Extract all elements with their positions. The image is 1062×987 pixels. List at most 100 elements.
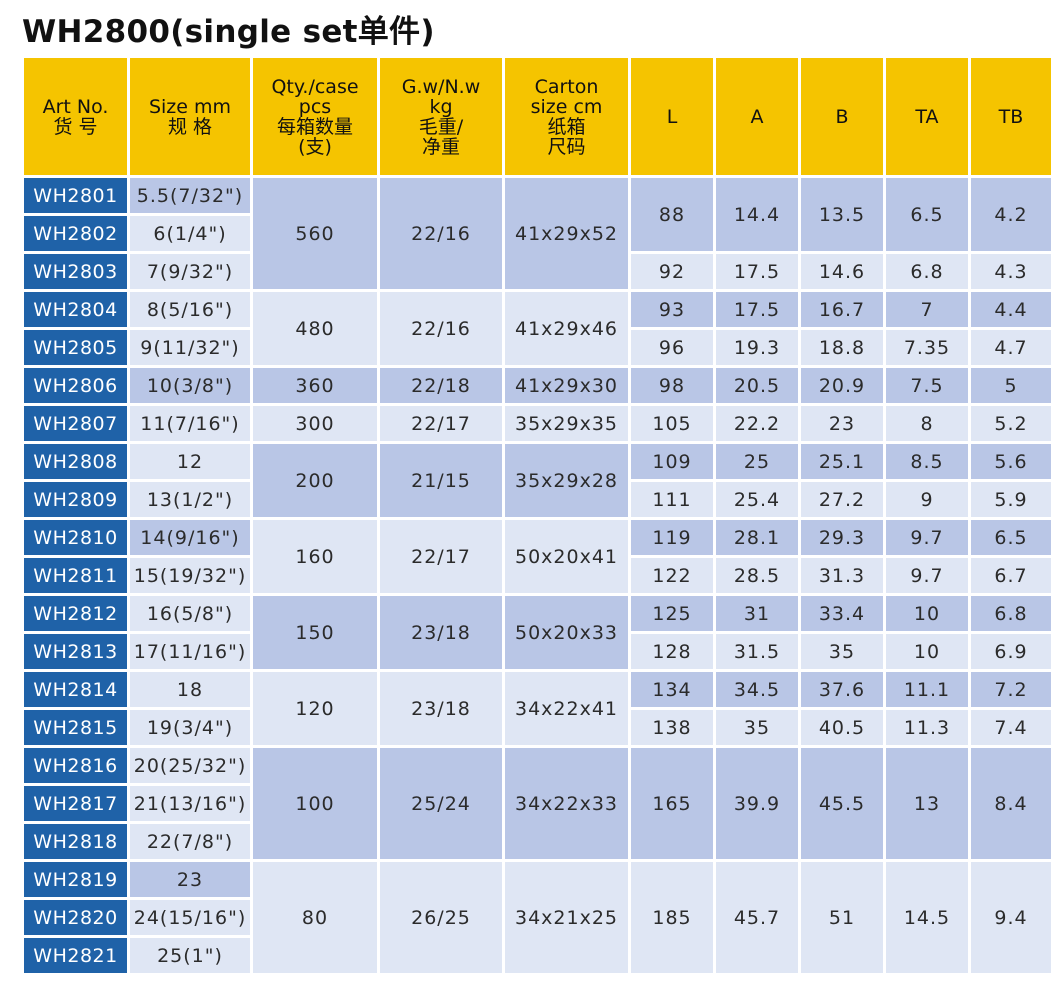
dim-tb-cell: 6.8 [971,596,1051,631]
weight-cell: 22/16 [380,178,502,289]
header-line: Carton [534,75,599,98]
table-row: WH2811 15(19/32") 122 28.5 31.3 9.7 6.7 [24,558,1051,593]
art-no-cell: WH2804 [24,292,127,327]
art-no-cell: WH2818 [24,824,127,859]
table-row: WH2804 8(5/16") 480 22/16 41x29x46 93 17.5 16.7… [24,292,1051,365]
dim-tb-cell: 4.7 [971,330,1051,365]
size-cell: 6(1/4") [130,216,250,251]
size-cell: 10(3/8") [130,368,250,403]
dim-tb-cell: 7.2 [971,672,1051,707]
dim-tb-cell: 6.7 [971,558,1051,593]
art-no-cell: WH2801 [24,178,127,213]
size-cell: 25(1") [130,938,250,973]
table-row: WH2812 16(5/8") 150 23/18 50x20x33 125 31 33.4 1… [24,596,1051,669]
size-cell: 17(11/16") [130,634,250,669]
dim-l-cell: 128 [631,634,713,669]
art-no-cell: WH2816 [24,748,127,783]
dim-ta-cell: 9 [886,482,968,517]
size-cell: 24(15/16") [130,900,250,935]
size-cell: 8(5/16") [130,292,250,327]
dim-ta-cell: 11.1 [886,672,968,707]
art-no-cell: WH2807 [24,406,127,441]
dim-l-cell: 96 [631,330,713,365]
dim-b-cell: 13.5 [801,178,883,251]
dim-tb-cell: 4.3 [971,254,1051,289]
header-line: 净重 [421,135,460,158]
dim-ta-cell: 9.7 [886,520,968,555]
dim-ta-cell: 8 [886,406,968,441]
header-line: 货 号 [53,115,98,138]
dim-b-cell: 25.1 [801,444,883,479]
dim-a-cell: 39.9 [716,748,798,859]
header-l: L [631,58,713,175]
header-line: size cm [530,95,603,118]
weight-cell: 22/17 [380,406,502,441]
art-no-cell: WH2812 [24,596,127,631]
weight-cell: 23/18 [380,596,502,669]
dim-tb-cell: 8.4 [971,748,1051,859]
dim-b-cell: 45.5 [801,748,883,859]
dim-l-cell: 93 [631,292,713,327]
dim-l-cell: 92 [631,254,713,289]
header-b: B [801,58,883,175]
dim-l-cell: 111 [631,482,713,517]
size-cell: 22(7/8") [130,824,250,859]
dim-ta-cell: 8.5 [886,444,968,479]
dim-tb-cell: 6.5 [971,520,1051,555]
dim-tb-cell: 5.6 [971,444,1051,479]
art-no-cell: WH2810 [24,520,127,555]
table-row: WH2808 12 200 21/15 35x29x28 109 25 25.1 8.5 5.6 [24,444,1051,517]
size-cell: 23 [130,862,250,897]
art-no-cell: WH2814 [24,672,127,707]
carton-cell: 50x20x33 [505,596,628,669]
dim-b-cell: 33.4 [801,596,883,631]
art-no-cell: WH2813 [24,634,127,669]
table-row: WH2820 24(15/16") [24,900,1051,935]
dim-l-cell: 125 [631,596,713,631]
art-no-cell: WH2817 [24,786,127,821]
header-a: A [716,58,798,175]
dim-l-cell: 122 [631,558,713,593]
header-ta: TA [886,58,968,175]
dim-b-cell: 27.2 [801,482,883,517]
carton-cell: 50x20x41 [505,520,628,593]
size-cell: 16(5/8") [130,596,250,631]
carton-cell: 41x29x52 [505,178,628,289]
dim-l-cell: 119 [631,520,713,555]
table-row: WH2803 7(9/32") 92 17.5 14.6 6.8 4.3 [24,254,1051,289]
dim-b-cell: 18.8 [801,330,883,365]
dim-ta-cell: 14.5 [886,862,968,973]
dim-l-cell: 88 [631,178,713,251]
dim-b-cell: 37.6 [801,672,883,707]
dim-a-cell: 17.5 [716,254,798,289]
weight-cell: 22/16 [380,292,502,365]
header-weight: G.w/N.w kg 毛重/净重 [380,58,502,175]
table-row: WH2806 10(3/8") 360 22/18 41x29x30 98 20.5 20.9… [24,368,1051,403]
art-no-cell: WH2806 [24,368,127,403]
dim-tb-cell: 5.9 [971,482,1051,517]
dim-tb-cell: 9.4 [971,862,1051,973]
size-cell: 20(25/32") [130,748,250,783]
table-row: WH2807 11(7/16") 300 22/17 35x29x35 105 22.2 23… [24,406,1051,441]
table-row: WH2801 5.5(7/32") 560 22/16 41x29x52 88 14.4 13… [24,178,1051,289]
header-line: 尺码 [547,135,586,158]
header-art-no: Art No. 货 号 [24,58,127,175]
dim-a-cell: 28.1 [716,520,798,555]
size-cell: 18 [130,672,250,707]
dim-l-cell: 185 [631,862,713,973]
dim-a-cell: 25 [716,444,798,479]
carton-cell: 34x22x33 [505,748,628,859]
art-no-cell: WH2820 [24,900,127,935]
dim-b-cell: 20.9 [801,368,883,403]
header-line: TA [915,105,939,128]
art-no-cell: WH2803 [24,254,127,289]
dim-b-cell: 51 [801,862,883,973]
dim-a-cell: 19.3 [716,330,798,365]
size-cell: 13(1/2") [130,482,250,517]
dim-a-cell: 35 [716,710,798,745]
dim-a-cell: 20.5 [716,368,798,403]
header-size: Size mm 规 格 [130,58,250,175]
dim-ta-cell: 10 [886,596,968,631]
dim-ta-cell: 9.7 [886,558,968,593]
carton-cell: 35x29x35 [505,406,628,441]
